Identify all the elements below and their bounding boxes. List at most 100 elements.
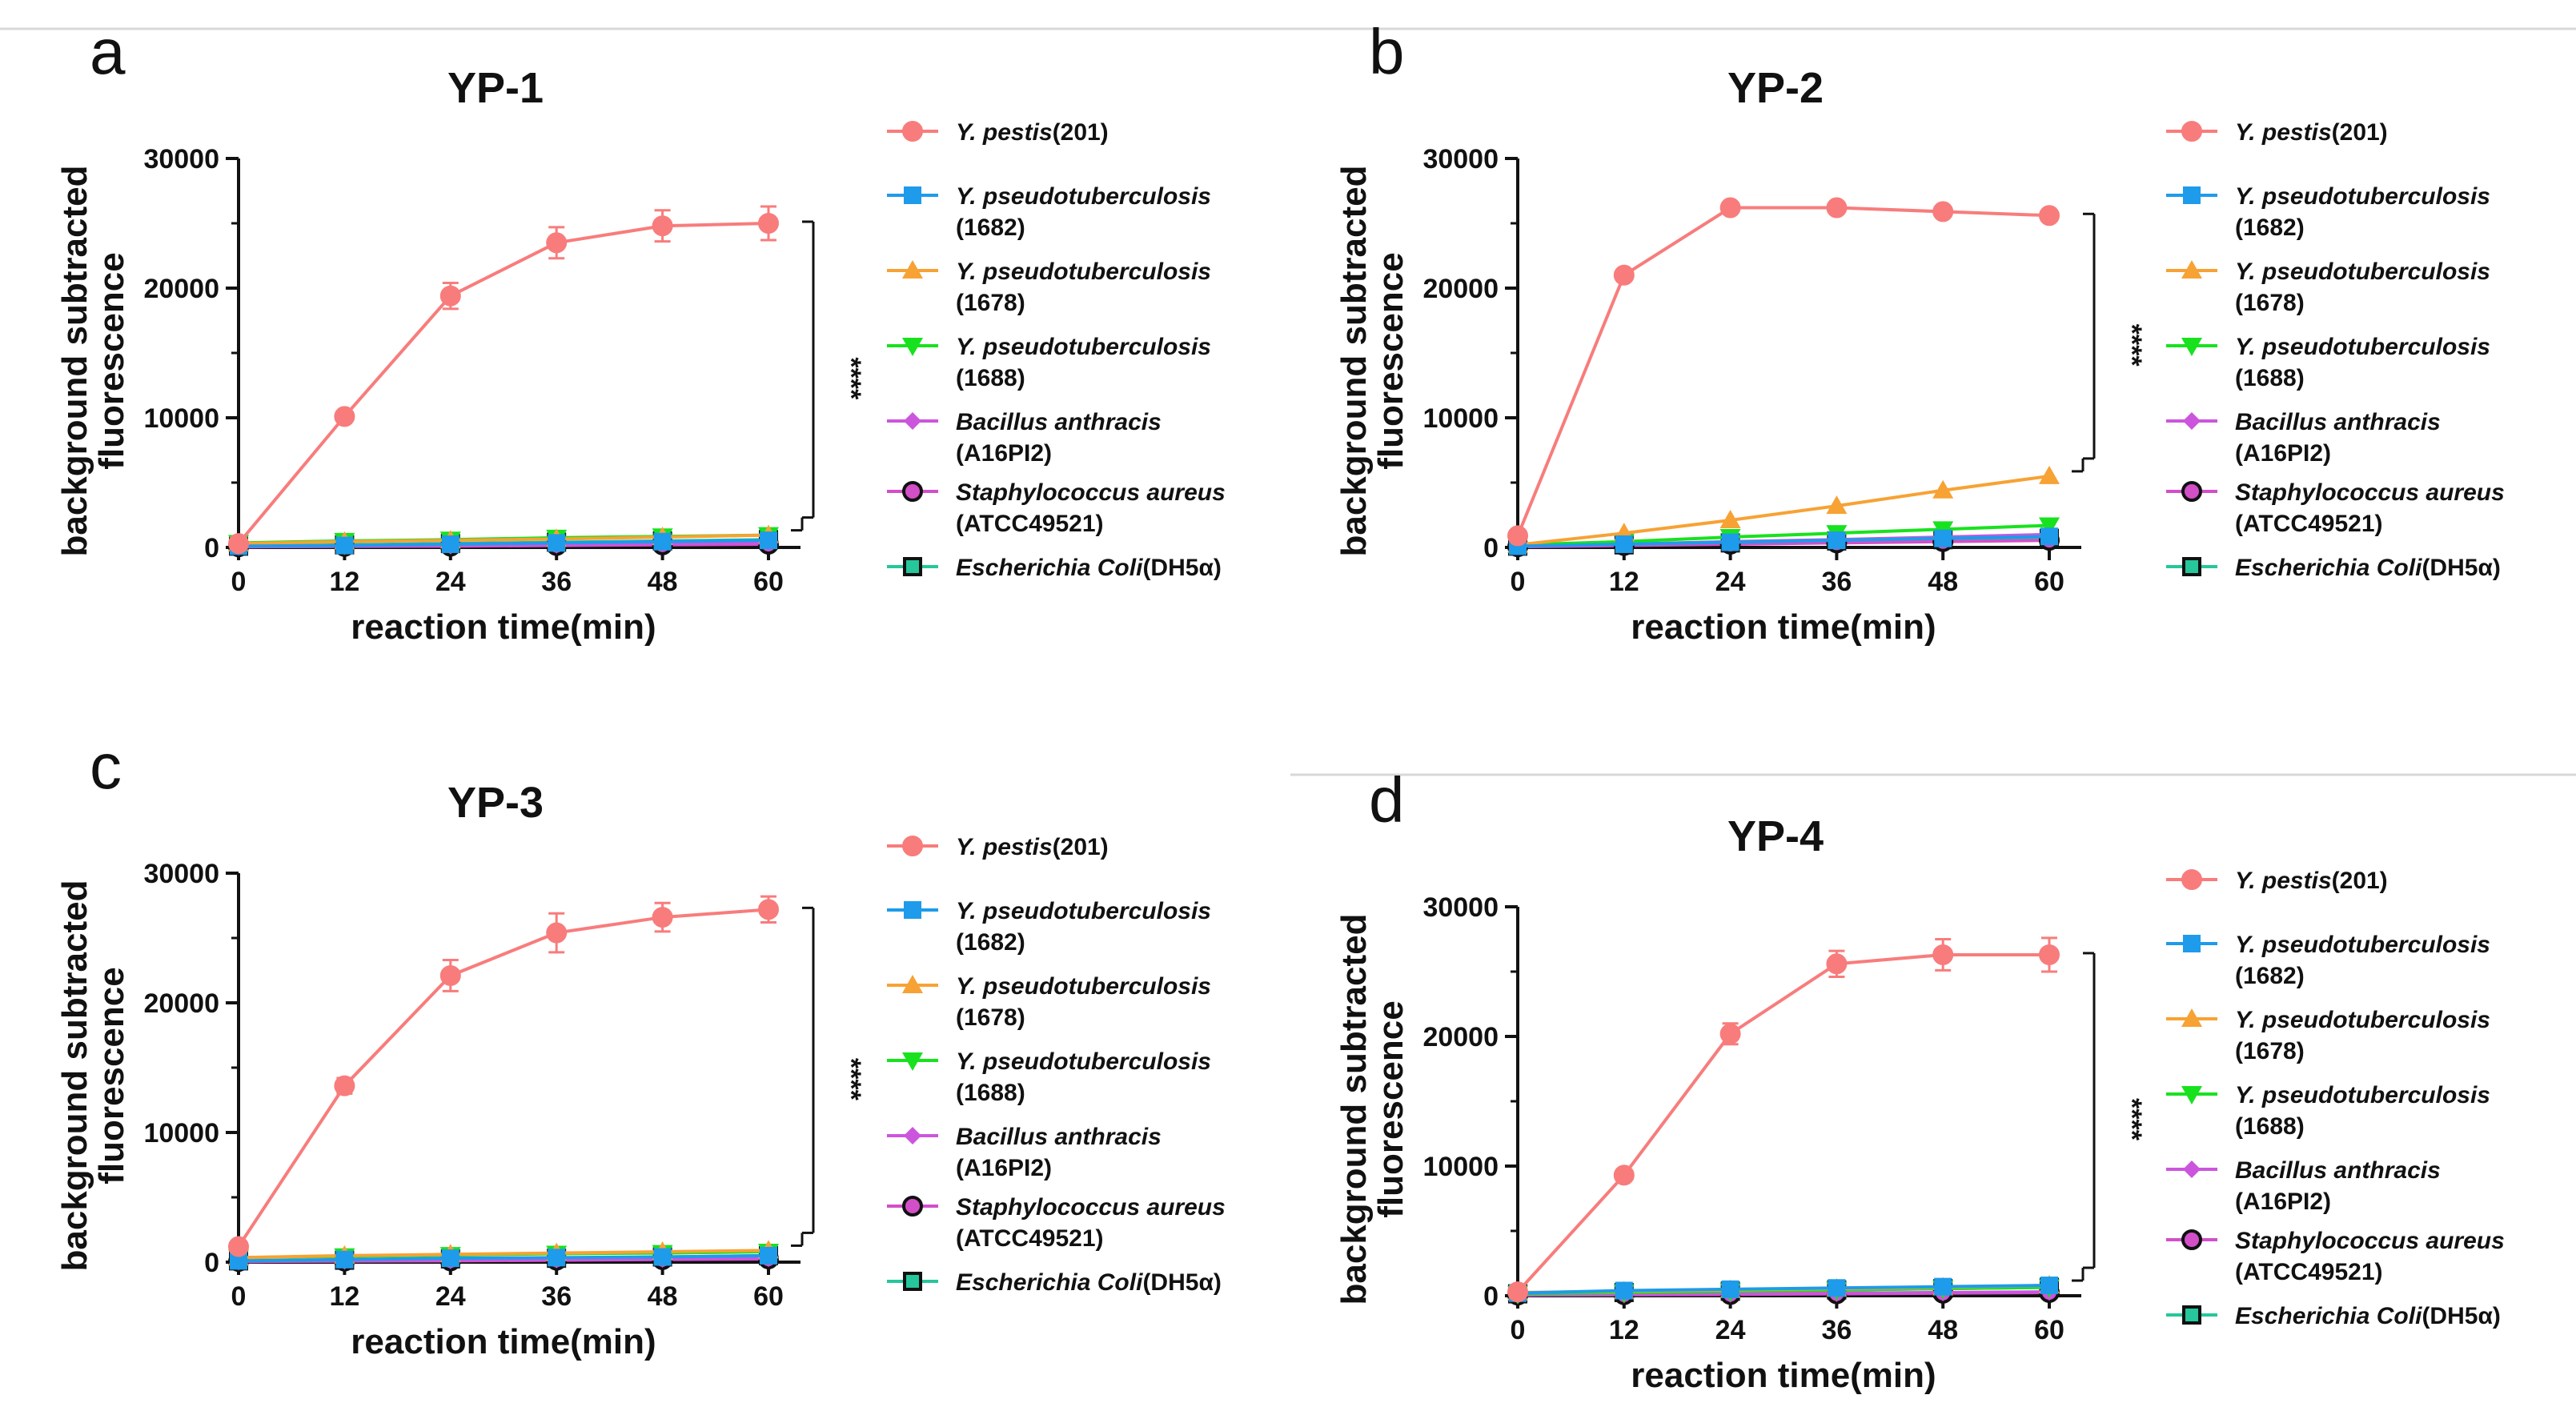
legend-label-italic: Y. pseudotuberculosis	[956, 259, 1211, 285]
legend-item: Y. pseudotuberculosis (1682)	[2166, 932, 2490, 989]
data-point	[441, 535, 459, 553]
y-tick-label: 30000	[143, 144, 219, 174]
x-tick-label: 24	[435, 1281, 466, 1312]
legend-label: Y. pseudotuberculosis	[2235, 1007, 2490, 1033]
y-tick-label: 0	[204, 1248, 219, 1278]
significance-label-group: ****	[2117, 1098, 2147, 1141]
data-point	[335, 1250, 354, 1269]
y-axis-label-line1: background subtracted	[1334, 914, 1374, 1305]
y-axis-label-line2: fluorescence	[92, 967, 131, 1184]
legend-label: Y. pseudotuberculosis	[956, 1048, 1211, 1075]
legend-item: Bacillus anthracis (A16PI2)	[2166, 1157, 2441, 1215]
y-tick-label: 10000	[1422, 1152, 1499, 1182]
legend-label-italic: Escherichia Coli	[956, 1269, 1143, 1296]
legend-label: Y. pseudotuberculosis	[2235, 334, 2490, 360]
legend-marker	[2183, 935, 2201, 952]
legend-label-line2: (1678)	[956, 290, 1025, 316]
legend-item: Y. pseudotuberculosis (1688)	[2166, 334, 2490, 391]
legend-label-italic: Bacillus anthracis	[956, 1124, 1162, 1150]
data-point	[1721, 533, 1739, 551]
x-tick-label: 36	[541, 567, 572, 597]
data-point	[758, 213, 779, 234]
legend-label-line2: (A16PI2)	[2235, 440, 2331, 467]
data-point	[1932, 479, 1954, 499]
chart-panel-c: c YP-3 0 10000 20000 30000 0 12 24 36 48 60 reaction…	[55, 731, 1226, 1361]
data-point	[2039, 205, 2060, 226]
legend-item: Escherichia Coli(DH5α)	[887, 555, 1222, 581]
legend-label-line2: (1678)	[2235, 1038, 2305, 1064]
legend-label-italic: Y. pseudotuberculosis	[956, 898, 1211, 924]
x-tick-label: 60	[2034, 567, 2064, 597]
legend-item: Y. pestis(201)	[2166, 868, 2388, 894]
data-point	[1613, 264, 1635, 286]
series-0	[1507, 936, 2060, 1303]
data-point	[546, 922, 568, 944]
legend-label: Staphylococcus aureus	[2235, 479, 2505, 506]
legend-label: Bacillus anthracis	[2235, 1157, 2441, 1184]
legend-label-rest: (201)	[2332, 119, 2388, 146]
legend-item: Escherichia Coli(DH5α)	[887, 1269, 1222, 1296]
x-tick-label: 24	[435, 567, 466, 597]
legend-item: Escherichia Coli(DH5α)	[2166, 555, 2501, 581]
x-tick-label: 12	[1609, 1315, 1639, 1345]
data-point	[1721, 1280, 1739, 1298]
legend-label-italic: Y. pestis	[2235, 868, 2332, 894]
significance-bracket: ****	[791, 906, 866, 1247]
x-tick-label: 36	[1821, 567, 1852, 597]
legend-label-italic: Y. pestis	[956, 834, 1053, 860]
data-point	[1828, 1279, 1846, 1297]
legend-item: Y. pseudotuberculosis (1678)	[2166, 1007, 2490, 1064]
legend-label-line2: (1688)	[2235, 1113, 2305, 1140]
chart-title: YP-1	[447, 64, 544, 112]
x-tick-label: 48	[648, 567, 678, 597]
legend-label-italic: Escherichia Coli	[2235, 555, 2422, 581]
legend-label-line2: (A16PI2)	[2235, 1189, 2331, 1215]
legend-label: Y. pseudotuberculosis	[956, 259, 1211, 285]
data-point	[1826, 953, 1848, 975]
x-tick-label: 36	[1821, 1315, 1852, 1345]
x-axis-label: reaction time(min)	[1631, 607, 1936, 647]
x-tick-label: 60	[753, 567, 784, 597]
legend-label: Y. pseudotuberculosis	[956, 973, 1211, 1000]
legend-item: Staphylococcus aureus (ATCC49521)	[887, 479, 1226, 537]
data-point	[1719, 509, 1741, 528]
legend-marker	[2181, 869, 2202, 890]
y-tick-label: 20000	[143, 988, 219, 1019]
series-line	[1517, 1290, 2050, 1297]
y-tick-label: 30000	[1422, 144, 1499, 174]
legend-marker	[2181, 1086, 2202, 1104]
data-point	[1932, 944, 1954, 965]
legend-label-line2: (A16PI2)	[956, 1155, 1052, 1181]
significance-stars: ****	[836, 357, 866, 400]
legend-label-italic: Y. pestis	[956, 119, 1053, 146]
legend-marker	[2181, 338, 2202, 356]
y-tick-label: 0	[204, 533, 219, 563]
legend-label-rest: (201)	[1053, 119, 1109, 146]
data-point	[760, 531, 777, 550]
legend-label: Bacillus anthracis	[956, 1124, 1162, 1150]
significance-bracket: ****	[2072, 952, 2147, 1282]
legend-label: Y. pseudotuberculosis	[2235, 932, 2490, 958]
legend-label-italic: Y. pseudotuberculosis	[2235, 1007, 2490, 1033]
legend-marker	[904, 1127, 921, 1144]
legend-label: Y. pestis(201)	[956, 834, 1109, 860]
legend: Y. pestis(201) Y. pseudotuberculosis (1682…	[2166, 119, 2505, 581]
legend-label: Y. pseudotuberculosis	[956, 334, 1211, 360]
y-axis-label-line2: fluorescence	[1371, 1000, 1410, 1217]
legend-label: Escherichia Coli(DH5α)	[2235, 1303, 2501, 1329]
legend-label: Y. pestis(201)	[2235, 119, 2388, 146]
series-line	[238, 1249, 769, 1260]
legend-label-line2: (ATCC49521)	[2235, 511, 2383, 537]
legend-label: Staphylococcus aureus	[2235, 1228, 2505, 1254]
legend-label-line2: (1678)	[956, 1004, 1025, 1031]
legend-label: Y. pseudotuberculosis	[2235, 183, 2490, 210]
legend-label-line2: (1682)	[2235, 963, 2305, 989]
legend-item: Y. pseudotuberculosis (1688)	[887, 1048, 1211, 1106]
chart-title: YP-4	[1727, 812, 1824, 860]
legend-label: Y. pseudotuberculosis	[2235, 259, 2490, 285]
legend-item: Y. pseudotuberculosis (1678)	[887, 973, 1211, 1031]
series-1	[1509, 527, 2058, 555]
legend-label: Bacillus anthracis	[2235, 409, 2441, 435]
